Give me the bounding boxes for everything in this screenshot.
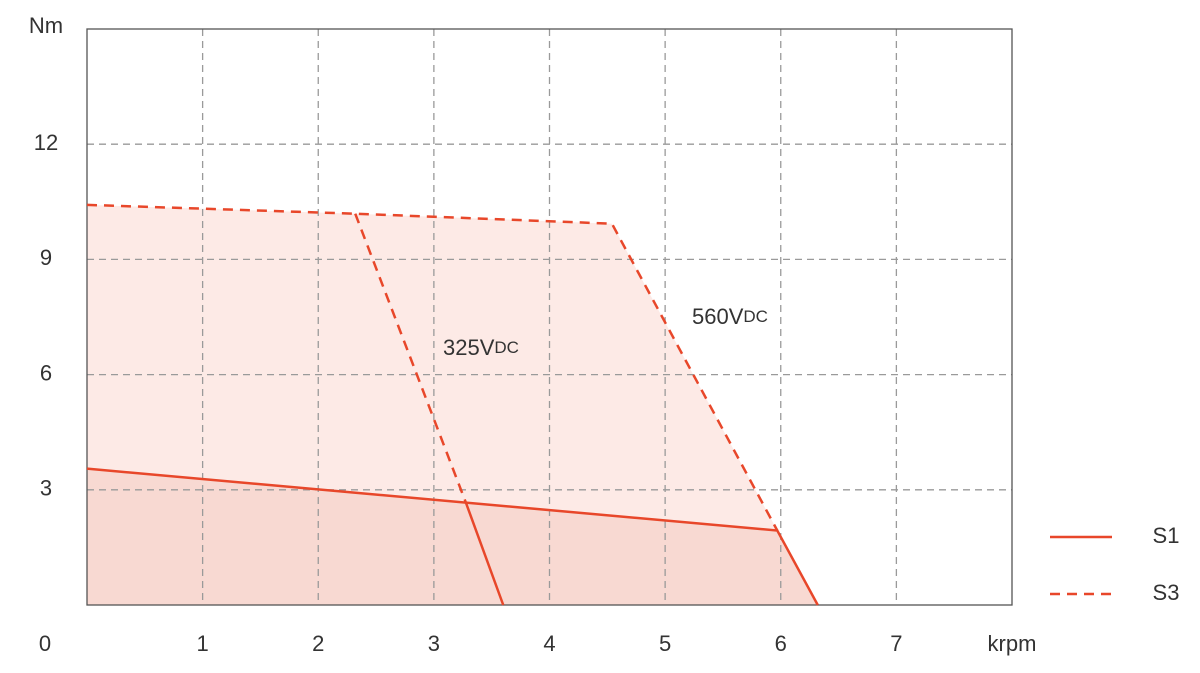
annotation-sub: DC <box>743 307 768 326</box>
annotation: 325VDC <box>443 335 519 360</box>
series-line <box>86 203 779 532</box>
x-tick-label: 6 <box>775 631 787 656</box>
legend-label: S3 <box>1153 580 1180 605</box>
annotation-sub: DC <box>494 338 519 357</box>
x-tick-label: 3 <box>428 631 440 656</box>
annotation-text: 325V <box>443 335 495 360</box>
x-tick-label: 7 <box>890 631 902 656</box>
x-tick-label: 4 <box>543 631 555 656</box>
annotation-text: 560V <box>692 304 744 329</box>
legend-label: S1 <box>1153 523 1180 548</box>
x-tick-label: 5 <box>659 631 671 656</box>
y-axis-label: Nm <box>29 13 63 38</box>
x-axis-label: krpm <box>988 631 1037 656</box>
x-tick-label: 0 <box>39 631 51 656</box>
y-tick-label: 3 <box>40 476 52 501</box>
x-tick-label: 2 <box>312 631 324 656</box>
y-tick-label: 12 <box>34 130 58 155</box>
plot-frame <box>86 28 1013 606</box>
annotation: 560VDC <box>692 304 768 329</box>
x-tick-label: 1 <box>197 631 209 656</box>
y-tick-label: 6 <box>40 360 52 385</box>
area-fill <box>87 468 818 605</box>
y-tick-label: 9 <box>40 245 52 270</box>
